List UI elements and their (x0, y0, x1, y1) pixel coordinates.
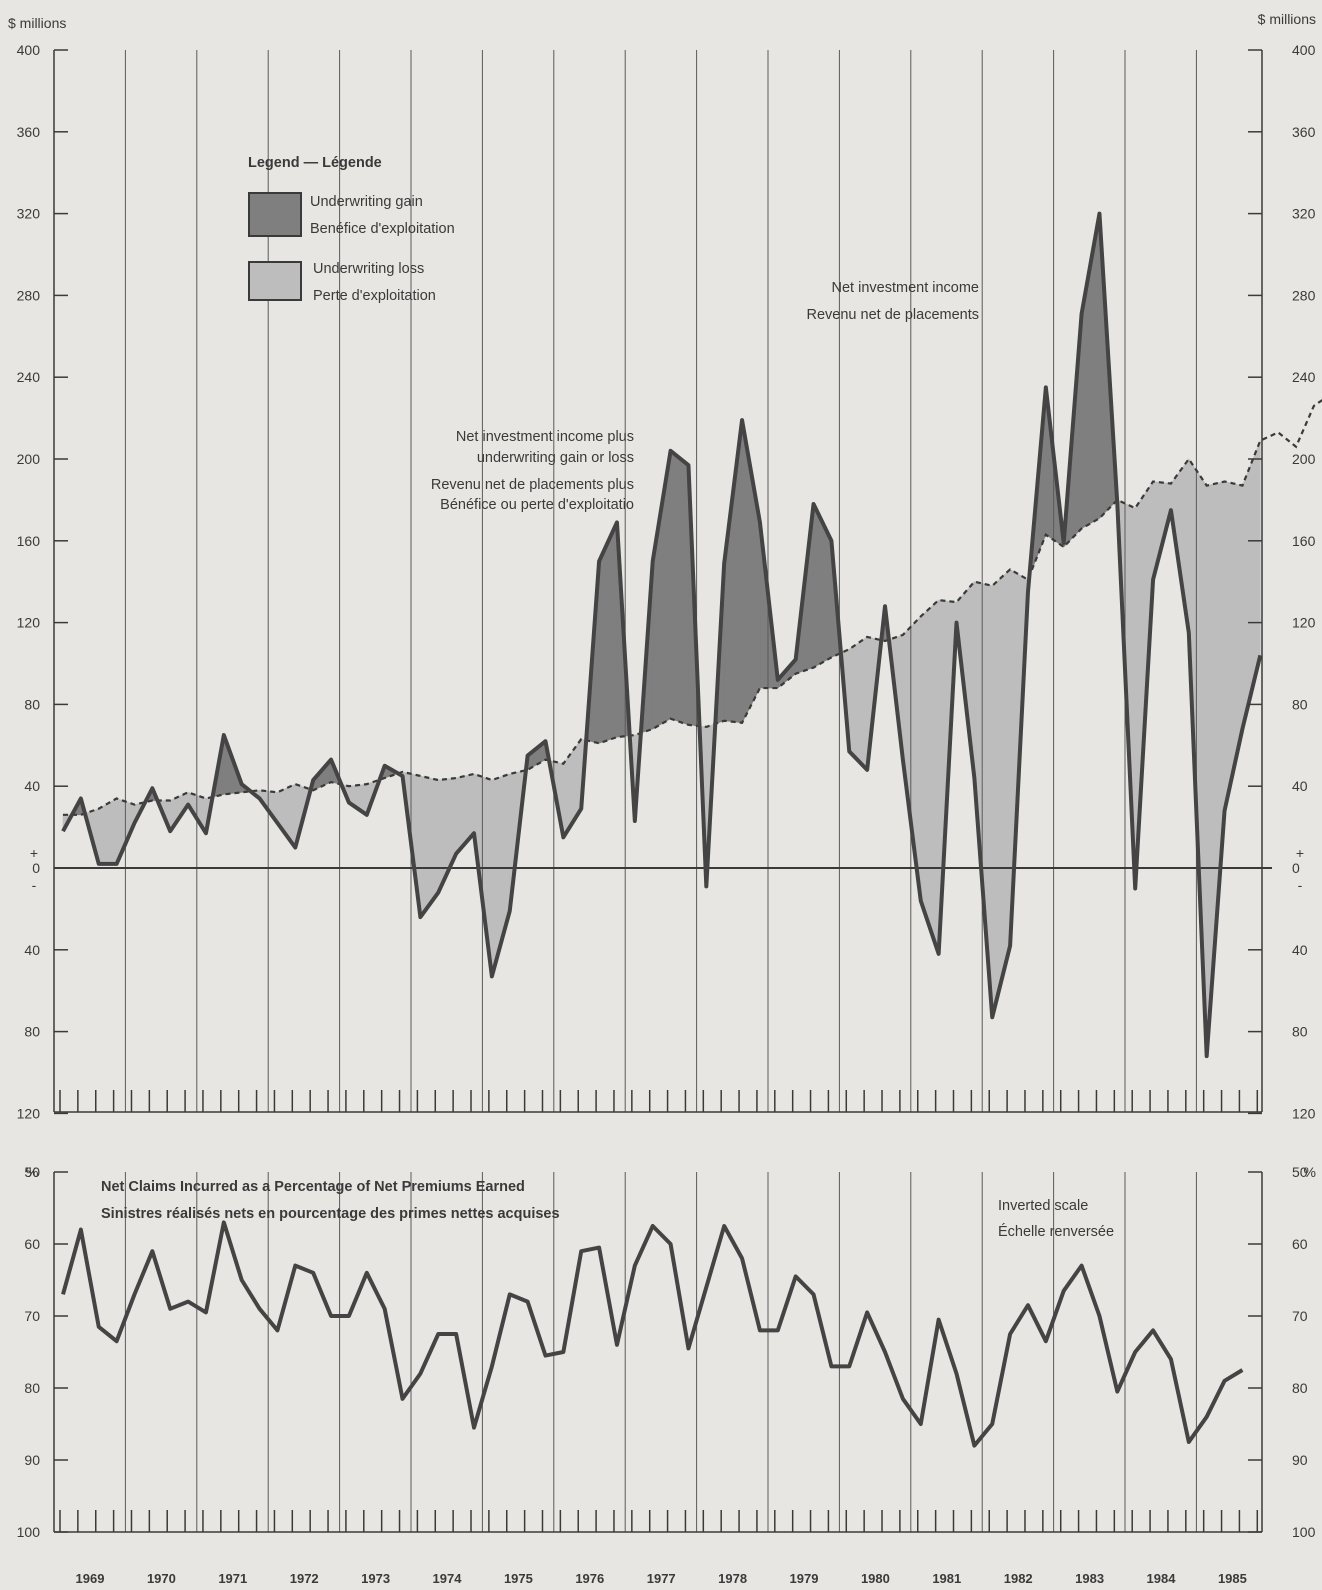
left-unit-label: $ millions (8, 15, 66, 31)
nii-annotation-fr: Revenu net de placements (807, 307, 980, 323)
year-label-1977: 1977 (647, 1571, 676, 1586)
year-label-1974: 1974 (433, 1571, 463, 1586)
lower-right-tick-label-4: 90 (1292, 1452, 1308, 1468)
lower-left-tick-label-1: 60 (24, 1236, 40, 1252)
loss-area-64 (1206, 481, 1225, 1057)
right-tick-label-2: 320 (1292, 206, 1316, 222)
series-line-total (61, 211, 1263, 1059)
lower-right-tick-label-1: 60 (1292, 1236, 1308, 1252)
right-tick-label-9: 40 (1292, 778, 1308, 794)
right-tick-label-8: 80 (1292, 696, 1308, 712)
left-tick-label-7: 120 (17, 615, 41, 631)
lower-left-tick-label-4: 90 (24, 1452, 40, 1468)
lower-right-tick-label-3: 80 (1292, 1380, 1308, 1396)
right-tick-label-3: 280 (1292, 287, 1316, 303)
loss-area-48 (920, 599, 939, 954)
left-tick-label-8: 80 (24, 696, 40, 712)
year-label-1980: 1980 (861, 1571, 890, 1586)
loss-area-44 (848, 636, 868, 771)
year-label-1971: 1971 (218, 1571, 247, 1586)
loss-area-47 (902, 615, 922, 901)
lower-right-tick-label-2: 70 (1292, 1308, 1308, 1324)
year-label-1983: 1983 (1075, 1571, 1104, 1586)
lower-left-tick-label-3: 80 (24, 1380, 40, 1396)
legend-loss-en: Underwriting loss (313, 261, 424, 277)
right-tick-label-5: 200 (1292, 451, 1316, 467)
right-tick-label-1: 360 (1292, 124, 1316, 140)
legend-loss-fr: Perte d'exploitation (313, 288, 436, 304)
year-label-1970: 1970 (147, 1571, 176, 1586)
left-tick-label-13: 120 (17, 1105, 41, 1121)
lower-left-tick-label-5: 100 (17, 1524, 41, 1540)
year-label-1976: 1976 (575, 1571, 604, 1586)
lower-panel: 50 50 60 60 70 70 80 80 90 90 100 100 % % Net Claim… (17, 1164, 1316, 1540)
left-tick-label-4: 240 (17, 369, 41, 385)
right-tick-label-12: 80 (1292, 1024, 1308, 1040)
legend-gain-en: Underwriting gain (310, 194, 423, 210)
legend: Legend — Légende Underwriting gain Benéf… (248, 155, 455, 304)
gain-area-33 (652, 450, 671, 730)
right-tick-label-13: 120 (1292, 1105, 1316, 1121)
lower-left-tick-label-2: 70 (24, 1308, 40, 1324)
series-line-claims-ratio (61, 1220, 1244, 1448)
lower-title-fr: Sinistres réalisés nets en pourcentage d… (101, 1206, 560, 1222)
left-tick-label-10: 0 (32, 860, 40, 876)
total-annotation-fr-2: Bénéfice ou perte d'exploitatio (440, 497, 634, 513)
inverted-scale-en: Inverted scale (998, 1198, 1088, 1214)
year-label-1972: 1972 (290, 1571, 319, 1586)
total-annotation-en-2: underwriting gain or loss (477, 450, 634, 466)
year-labels: 1969 1970 1971 1972 1973 1974 1975 1976 1977 1978… (76, 1571, 1247, 1586)
left-plus-mark: + (30, 845, 38, 861)
lower-right-tick-label-0: 50 (1292, 1164, 1308, 1180)
year-label-1973: 1973 (361, 1571, 390, 1586)
inverted-scale-fr: Échelle renversée (998, 1223, 1114, 1240)
right-tick-label-0: 400 (1292, 42, 1316, 58)
legend-title: Legend — Légende (248, 155, 382, 171)
left-tick-label-6: 160 (17, 533, 41, 549)
year-label-1982: 1982 (1004, 1571, 1033, 1586)
nii-annotation-en: Net investment income (832, 280, 979, 296)
left-tick-label-3: 280 (17, 287, 41, 303)
year-label-1984: 1984 (1147, 1571, 1177, 1586)
right-tick-label-10: 0 (1292, 860, 1300, 876)
lower-left-tick-label-0: 50 (24, 1164, 40, 1180)
gain-area-42 (813, 503, 832, 669)
left-tick-label-1: 360 (17, 124, 41, 140)
left-tick-label-5: 200 (17, 451, 41, 467)
legend-gain-fr: Benéfice d'exploitation (310, 221, 455, 237)
right-tick-label-7: 120 (1292, 615, 1316, 631)
total-annotation-fr-1: Revenu net de placements plus (431, 477, 634, 493)
right-minus-mark: - (1298, 877, 1303, 893)
lower-left-unit: % (26, 1164, 38, 1180)
year-label-1975: 1975 (504, 1571, 533, 1586)
lower-title-en: Net Claims Incurred as a Percentage of N… (101, 1179, 525, 1195)
left-minus-mark: - (32, 877, 37, 893)
year-label-1981: 1981 (932, 1571, 961, 1586)
total-annotation-en-1: Net investment income plus (456, 429, 634, 445)
right-tick-label-6: 160 (1292, 533, 1316, 549)
year-label-1969: 1969 (76, 1571, 105, 1586)
left-tick-label-11: 40 (24, 942, 40, 958)
year-label-1979: 1979 (790, 1571, 819, 1586)
gain-area-37 (723, 420, 743, 724)
gain-area-34 (670, 450, 689, 726)
year-label-1978: 1978 (718, 1571, 747, 1586)
right-tick-label-11: 40 (1292, 942, 1308, 958)
year-label-1985: 1985 (1218, 1571, 1247, 1586)
right-tick-label-4: 240 (1292, 369, 1316, 385)
right-unit-label: $ millions (1258, 11, 1316, 27)
left-tick-label-12: 80 (24, 1024, 40, 1040)
legend-swatch-gain (248, 192, 302, 237)
left-tick-label-0: 400 (17, 42, 41, 58)
series-line-net-investment-income (63, 398, 1322, 816)
left-tick-label-2: 320 (17, 206, 41, 222)
right-plus-mark: + (1296, 845, 1304, 861)
left-tick-label-9: 40 (24, 778, 40, 794)
lower-right-tick-label-5: 100 (1292, 1524, 1316, 1540)
legend-swatch-loss (248, 261, 302, 301)
lower-right-unit: % (1304, 1164, 1316, 1180)
